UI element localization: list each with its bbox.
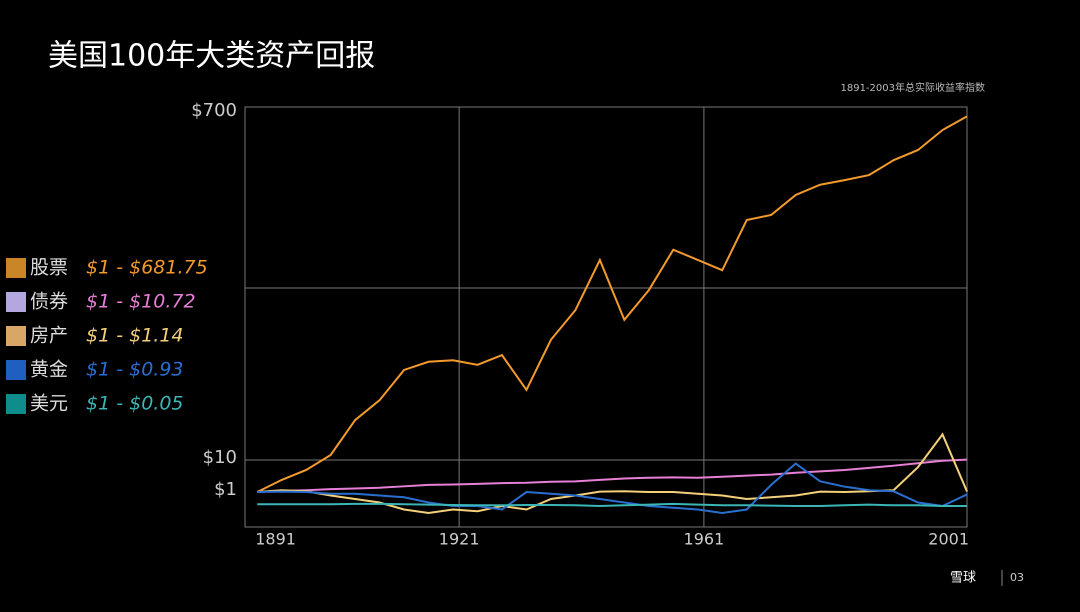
page-number: 03 <box>1010 571 1024 584</box>
legend-range: $1 - $0.05 <box>86 393 184 415</box>
y-tick-label: $1 <box>214 479 237 500</box>
brand: 雪球 <box>950 571 976 586</box>
x-tick-label: 1961 <box>684 530 725 549</box>
legend-swatch <box>6 360 26 380</box>
plot-frame <box>244 106 968 528</box>
legend-name: 美元 <box>30 393 68 415</box>
x-tick-label: 2001 <box>928 530 969 549</box>
legend-range: $1 - $1.14 <box>86 325 184 347</box>
x-tick-label: 1921 <box>439 530 480 549</box>
y-tick-label: $10 <box>203 447 237 468</box>
legend-name: 股票 <box>30 257 68 279</box>
chart-subtitle: 1891-2003年总实际收益率指数 <box>840 81 985 94</box>
legend-name: 债券 <box>30 291 68 313</box>
series-line <box>257 462 968 515</box>
legend-range: $1 - $681.75 <box>86 257 208 279</box>
series-line <box>256 115 968 493</box>
legend-range: $1 - $10.72 <box>86 291 196 313</box>
series-line <box>257 458 968 493</box>
legend-name: 房产 <box>30 325 68 347</box>
legend-swatch <box>6 292 26 312</box>
legend-swatch <box>6 258 26 278</box>
chart-title: 美国100年大类资产回报 <box>48 39 375 74</box>
legend-range: $1 - $0.93 <box>86 359 184 381</box>
y-tick-label: $700 <box>191 100 237 121</box>
x-tick-label: 1891 <box>255 530 296 549</box>
legend-swatch <box>6 394 26 414</box>
series-line <box>257 432 968 515</box>
series-line <box>257 502 967 508</box>
legend-name: 黄金 <box>30 359 68 381</box>
legend-swatch <box>6 326 26 346</box>
